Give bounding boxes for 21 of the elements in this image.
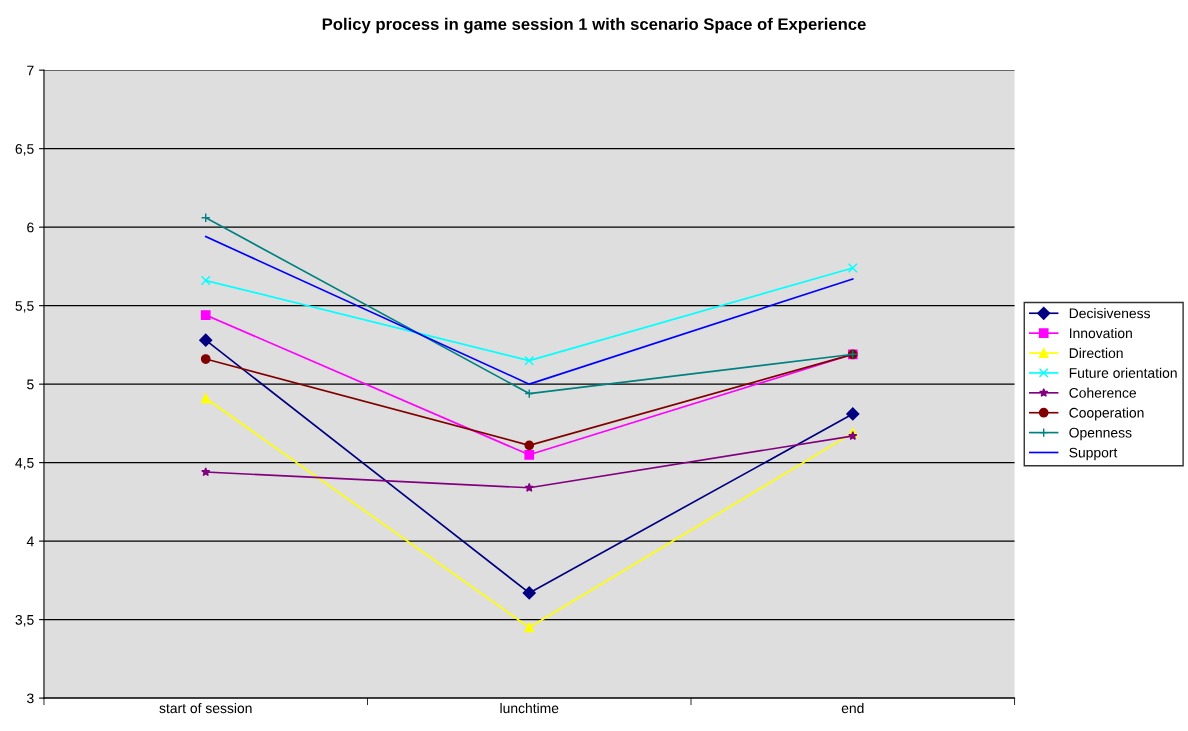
- legend-label: Coherence: [1069, 387, 1137, 398]
- y-tick-label: 7: [27, 65, 34, 76]
- x-tick-label: lunchtime: [500, 702, 559, 714]
- x-tick-label: start of session: [159, 702, 252, 714]
- legend-label: Support: [1069, 447, 1118, 461]
- y-tick-label: 5: [27, 379, 34, 390]
- y-tick-label: 5,5: [15, 301, 34, 313]
- y-tick-label: 3: [27, 693, 34, 704]
- legend-label: Innovation: [1069, 327, 1132, 339]
- y-tick-label: 6: [27, 222, 34, 233]
- y-tick-label: 3,5: [15, 614, 34, 627]
- legend-label: Cooperation: [1069, 407, 1144, 421]
- y-tick-label: 6,5: [15, 144, 34, 156]
- legend-label: Future orientation: [1069, 367, 1177, 378]
- y-tick-label: 4,5: [15, 458, 34, 470]
- chart-title: Policy process in game session 1 with scenario Space of Experience: [322, 17, 866, 34]
- legend-label: Direction: [1069, 347, 1123, 359]
- legend-label: Openness: [1069, 427, 1132, 441]
- x-tick-label: end: [841, 702, 864, 714]
- legend-label: Decisiveness: [1069, 308, 1151, 319]
- y-tick-label: 4: [26, 536, 34, 547]
